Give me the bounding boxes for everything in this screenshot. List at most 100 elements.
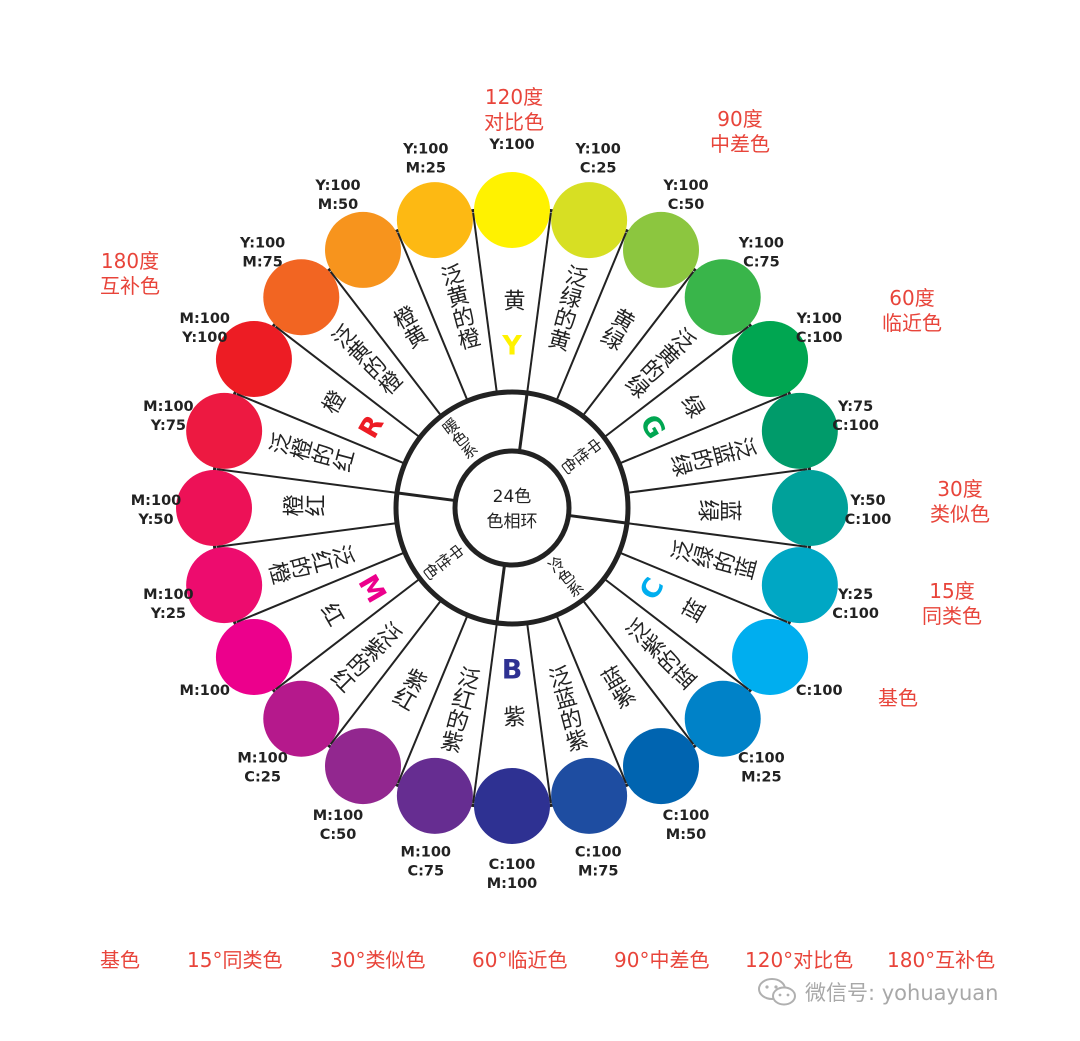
swatch-2 [623, 211, 699, 288]
legend-item-30: 30°类似色 [330, 948, 426, 972]
cmyk-label-4: Y:100 C:100 [796, 311, 843, 346]
cmyk-label-20: M:100 Y:100 [180, 311, 231, 346]
center-label-line2: 色相环 [487, 512, 538, 532]
cmyk-label-15: M:100 C:25 [237, 750, 288, 785]
sector-divider-11 [555, 614, 627, 784]
swatch-20 [215, 321, 292, 397]
group-divider-3 [396, 491, 456, 503]
swatch-17 [186, 547, 263, 624]
legend-item-90: 90°中差色 [614, 948, 710, 972]
sector-divider-13 [472, 622, 498, 804]
sector-label-18: 橙红 [282, 495, 326, 521]
swatch-10 [623, 728, 699, 805]
swatch-3 [684, 259, 761, 336]
cmyk-label-group: Y:100 Y:100 C:25 Y:100 C:50 Y:100 C:75 Y:100 C:1… [131, 137, 892, 892]
sector-divider-5 [618, 393, 788, 465]
cmyk-label-7: Y:25 C:100 [832, 587, 879, 622]
sector-divider-12 [526, 622, 552, 804]
side-note-5: 基色 [878, 686, 918, 710]
sector-divider-20 [236, 393, 406, 465]
sector-divider-2 [555, 232, 627, 402]
swatch-19 [186, 392, 263, 469]
cmyk-label-23: Y:100 M:25 [402, 141, 448, 176]
side-note-0: 120度对比色 [484, 85, 544, 134]
watermark: 微信号: yohuayuan [757, 976, 998, 1008]
cmyk-label-6: Y:50 C:100 [845, 493, 892, 528]
side-note-1: 90度中差色 [710, 107, 770, 156]
cmyk-label-10: C:100 M:50 [663, 808, 710, 843]
legend-item-60: 60°临近色 [472, 948, 568, 972]
sector-divider-8 [618, 551, 788, 623]
cmyk-label-17: M:100 Y:25 [143, 587, 194, 622]
group-divider-1 [568, 513, 628, 525]
swatch-11 [551, 757, 628, 834]
sector-divider-4 [603, 325, 750, 439]
watermark-text: 微信号: yohuayuan [805, 981, 999, 1005]
sector-divider-22 [329, 270, 443, 417]
swatch-group [176, 172, 848, 844]
center-ring [452, 448, 572, 568]
sector-divider-9 [603, 577, 750, 691]
side-note-4: 15度同类色 [922, 579, 982, 628]
sector-divider-15 [329, 599, 443, 746]
sector-divider-6 [626, 468, 808, 494]
cmyk-label-3: Y:100 C:75 [738, 236, 784, 271]
legend-bar: 基色 15°同类色 30°类似色 60°临近色 90°中差色 120°对比色 1… [0, 944, 1080, 974]
sector-divider-0 [472, 212, 498, 394]
swatch-14 [325, 728, 401, 805]
swatch-6 [772, 470, 848, 546]
swatch-0 [474, 172, 550, 248]
sector-divider-10 [581, 599, 695, 746]
sector-divider-16 [274, 577, 421, 691]
swatch-23 [396, 182, 473, 259]
sector-divider-18 [216, 522, 398, 548]
swatch-18 [176, 470, 252, 546]
sector-divider-21 [274, 325, 421, 439]
wechat-icon [758, 978, 796, 1006]
sector-label-0: 黄 [500, 289, 525, 311]
swatch-8 [732, 619, 809, 695]
sector-divider-group [216, 212, 808, 804]
swatch-7 [761, 547, 838, 624]
cmyk-label-22: Y:100 M:50 [314, 178, 360, 213]
cmyk-label-16: M:100 [180, 683, 231, 699]
group-divider-0 [517, 392, 529, 452]
swatch-1 [551, 182, 628, 259]
cmyk-label-9: C:100 M:25 [738, 750, 785, 785]
cmyk-label-12: C:100 M:100 [487, 857, 538, 892]
sector-divider-14 [397, 614, 469, 784]
legend-item-120: 120°对比色 [745, 948, 854, 972]
sector-label-12: 紫 [500, 705, 526, 727]
swatch-5 [761, 392, 838, 469]
cmyk-label-18: M:100 Y:50 [131, 493, 182, 528]
swatch-13 [396, 757, 473, 834]
cmyk-label-19: M:100 Y:75 [143, 399, 194, 434]
swatch-16 [215, 619, 292, 695]
cmyk-label-2: Y:100 C:50 [662, 178, 708, 213]
cmyk-label-21: Y:100 M:75 [239, 236, 285, 271]
sector-label-6: 蓝绿 [698, 496, 742, 522]
swatch-9 [684, 680, 761, 757]
sector-divider-23 [397, 232, 469, 402]
sector-divider-19 [216, 468, 398, 494]
swatch-22 [325, 211, 401, 288]
swatch-15 [263, 680, 340, 757]
legend-item-180: 180°互补色 [887, 948, 996, 972]
sector-divider-1 [526, 212, 552, 394]
center-label-line1: 24色 [493, 487, 532, 507]
side-note-3: 30度类似色 [930, 477, 990, 526]
legend-item-base: 基色 [100, 948, 140, 972]
sector-divider-7 [626, 522, 808, 548]
primary-letter-b: B [502, 655, 523, 686]
sector-divider-3 [581, 270, 695, 417]
group-divider-2 [495, 564, 507, 624]
swatch-4 [732, 321, 809, 397]
swatch-21 [263, 259, 340, 336]
cmyk-label-11: C:100 M:75 [575, 845, 622, 880]
cmyk-label-14: M:100 C:50 [313, 808, 364, 843]
cmyk-label-5: Y:75 C:100 [832, 399, 879, 434]
cmyk-label-1: Y:100 C:25 [575, 141, 621, 176]
side-note-2: 60度临近色 [882, 286, 942, 335]
swatch-12 [474, 768, 550, 844]
